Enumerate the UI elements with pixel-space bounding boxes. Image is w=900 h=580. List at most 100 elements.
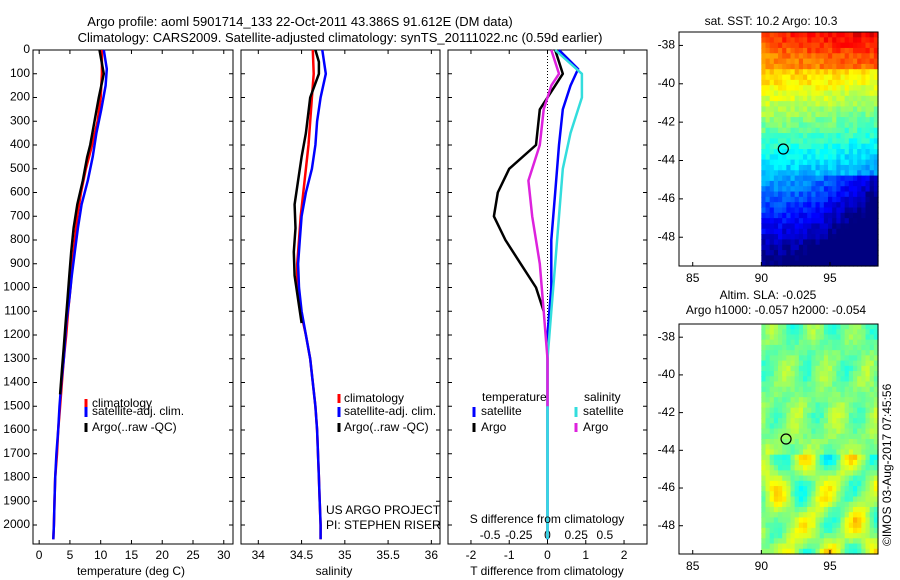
- y-tick-label: 400: [10, 137, 30, 151]
- map-x-tick-label: 90: [755, 559, 769, 573]
- map-y-tick-label: -48: [658, 518, 676, 532]
- y-tick-label: 500: [10, 161, 30, 175]
- series-argo-raw-qc-: [58, 49, 106, 395]
- map-y-tick-label: -46: [658, 480, 676, 494]
- sal-legend-climatology: climatology: [344, 391, 404, 405]
- y-tick-label: 300: [10, 113, 30, 127]
- sal-legend-satellite: satellite-adj. clim.: [344, 404, 436, 418]
- y-tick-label: 1400: [3, 375, 30, 389]
- y-tick-label: 1300: [3, 351, 30, 365]
- x-tick-label: 35: [338, 548, 352, 562]
- imos-timestamp: ©IMOS 03-Aug-2017 07:45:56: [880, 383, 894, 546]
- temp-legend-climatology: climatology: [92, 396, 152, 410]
- temp-legend-satellite: satellite-adj. clim.: [92, 404, 184, 418]
- salinity-axes: [240, 49, 441, 545]
- map-y-tick-label: -44: [658, 442, 676, 456]
- x-tick-label: 35.5: [376, 548, 400, 562]
- difference-xlabel: T difference from climatology: [470, 564, 624, 578]
- map-y-tick-label: -38: [658, 38, 676, 52]
- sla-map-title2: Argo h1000: -0.057 h2000: -0.054: [686, 303, 866, 317]
- map-y-tick-label: -42: [658, 405, 676, 419]
- pi-label: PI: STEPHEN RISER: [326, 518, 441, 532]
- series-satellite-adj-clim-: [52, 49, 109, 540]
- y-tick-label: 600: [10, 185, 30, 199]
- x-tick-label: 36: [425, 548, 439, 562]
- y-tick-label: 1100: [4, 303, 30, 317]
- project-label: US ARGO PROJECT: [326, 503, 441, 517]
- x-tick-label: 30: [217, 548, 231, 562]
- sal-legend-argo: Argo(..raw -QC): [344, 420, 429, 434]
- y-tick-label: 800: [10, 232, 30, 246]
- y-tick-label: 1700: [3, 446, 30, 460]
- x-tick-label: 0: [36, 548, 43, 562]
- x-tick-label: 25: [186, 548, 200, 562]
- x-tick-label: 34: [252, 548, 266, 562]
- title-line2: Climatology: CARS2009. Satellite-adjuste…: [78, 30, 603, 45]
- map-y-tick-label: -48: [658, 229, 676, 243]
- series-argo-raw-qc-: [292, 49, 321, 324]
- sst-map-title: sat. SST: 10.2 Argo: 10.3: [705, 14, 838, 28]
- map-y-tick-label: -40: [658, 367, 676, 381]
- x-tick-label: 15: [125, 548, 139, 562]
- y-tick-label: 900: [10, 256, 30, 270]
- x-tick-label: 20: [156, 548, 170, 562]
- difference-top-xlabel: S difference from climatology: [470, 512, 625, 526]
- top-tick-label: -0.25: [505, 528, 533, 542]
- y-tick-label: 1200: [3, 327, 30, 341]
- diff-legend-t-satellite: satellite: [481, 404, 522, 418]
- diff-legend-s-satellite: satellite: [583, 404, 624, 418]
- map-y-tick-label: -44: [658, 153, 676, 167]
- series-s-satellite: [546, 49, 584, 540]
- map-y-tick-label: -40: [658, 76, 676, 90]
- series-t-argo: [492, 49, 565, 312]
- series-s-argo: [527, 49, 561, 407]
- argo-position-marker: [777, 143, 789, 155]
- map-y-tick-label: -46: [658, 191, 676, 205]
- map-x-tick-label: 95: [823, 559, 837, 573]
- map-x-tick-label: 85: [686, 559, 700, 573]
- salinity-legend: climatology satellite-adj. clim. Argo(..…: [337, 391, 436, 434]
- x-tick-label: 1: [582, 548, 589, 562]
- diff-legend-t-argo: Argo: [481, 420, 507, 434]
- x-tick-label: -2: [466, 548, 477, 562]
- map-y-tick-label: -42: [658, 114, 676, 128]
- temperature-legend: climatology satellite-adj. clim. Argo(..…: [84, 396, 184, 434]
- map-y-tick-label: -38: [658, 329, 676, 343]
- map-x-tick-label: 90: [755, 271, 769, 285]
- x-tick-label: 5: [67, 548, 74, 562]
- diff-legend-s-argo: Argo: [583, 420, 609, 434]
- y-tick-label: 100: [10, 66, 30, 80]
- sla-map-title1: Altim. SLA: -0.025: [720, 288, 817, 302]
- map-x-tick-label: 85: [686, 271, 700, 285]
- temp-legend-argo: Argo(..raw -QC): [92, 420, 177, 434]
- y-tick-label: 1900: [3, 493, 30, 507]
- temperature-axes: [32, 49, 234, 545]
- y-tick-label: 1000: [3, 280, 30, 294]
- sla-map: 85 90 95 -38 -40 -42 -44 -46 -48: [658, 323, 879, 573]
- y-tick-label: 200: [10, 90, 30, 104]
- sst-map: 85 90 95 -38 -40 -42 -44 -46 -48: [658, 31, 879, 285]
- map-frame: [678, 323, 879, 555]
- x-tick-label: -1: [504, 548, 515, 562]
- top-tick-label: -0.5: [480, 528, 501, 542]
- y-tick-label: 0: [23, 42, 30, 56]
- y-tick-label: 1600: [3, 422, 30, 436]
- y-tick-label: 2000: [3, 517, 30, 531]
- x-tick-label: 2: [621, 548, 628, 562]
- map-frame: [678, 31, 879, 267]
- difference-legend: temperature satellite Argo salinity sate…: [472, 390, 624, 434]
- title-line1: Argo profile: aoml 5901714_133 22-Oct-20…: [87, 14, 512, 29]
- y-tick-label: 1500: [3, 398, 30, 412]
- argo-position-marker: [780, 433, 792, 445]
- x-tick-label: 10: [94, 548, 108, 562]
- temperature-xlabel: temperature (deg C): [77, 564, 185, 578]
- diff-legend-temperature: temperature: [482, 390, 547, 404]
- x-tick-label: 34.5: [290, 548, 314, 562]
- y-tick-label: 700: [10, 208, 30, 222]
- top-tick-label: 0.5: [597, 528, 614, 542]
- y-tick-label: 1800: [3, 470, 30, 484]
- diff-legend-salinity: salinity: [584, 390, 621, 404]
- top-tick-label: 0.25: [565, 528, 589, 542]
- map-x-tick-label: 95: [823, 271, 837, 285]
